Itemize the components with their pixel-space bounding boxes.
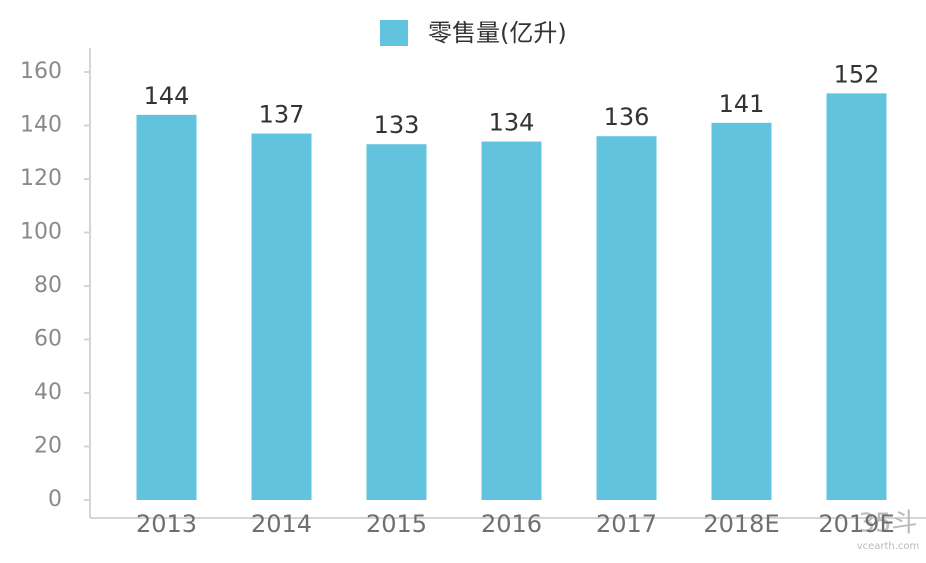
bar: [711, 122, 772, 500]
legend-swatch: [380, 20, 408, 46]
bar: [366, 144, 427, 500]
value-label: 144: [144, 82, 190, 110]
watermark-url: vcearth.com: [857, 541, 920, 552]
x-tick-label: 2016: [481, 510, 542, 538]
bar: [481, 141, 542, 501]
y-tick-label: 80: [34, 273, 62, 298]
bar: [136, 114, 197, 501]
x-tick-label: 2015: [366, 510, 427, 538]
bar: [251, 133, 312, 500]
x-tick-label: 2019E: [818, 510, 894, 538]
y-tick-label: 100: [20, 220, 62, 245]
value-label: 134: [489, 109, 535, 137]
value-label: 133: [374, 111, 420, 139]
y-tick-label: 40: [34, 380, 62, 405]
x-tick-label: 2017: [596, 510, 657, 538]
y-tick-label: 0: [48, 487, 62, 512]
value-label: 141: [719, 90, 765, 118]
y-tick-label: 160: [20, 59, 62, 84]
watermark: 35斗: [858, 509, 917, 539]
y-tick-label: 20: [34, 434, 62, 459]
value-label: 137: [259, 101, 305, 129]
y-tick-label: 60: [34, 327, 62, 352]
x-tick-label: 2018E: [703, 510, 779, 538]
value-label: 152: [834, 60, 880, 88]
x-tick-label: 2013: [136, 510, 197, 538]
bar: [596, 136, 657, 500]
legend-label: 零售量(亿升): [428, 19, 567, 47]
value-label: 136: [604, 103, 650, 131]
bar: [826, 93, 887, 501]
y-tick-label: 120: [20, 166, 62, 191]
x-tick-label: 2014: [251, 510, 312, 538]
y-tick-label: 140: [20, 113, 62, 138]
